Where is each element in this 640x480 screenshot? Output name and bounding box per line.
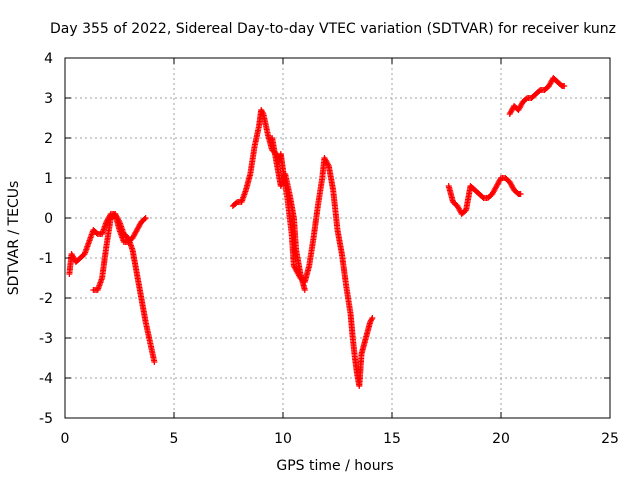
plot-frame <box>64 57 611 419</box>
data-point <box>301 287 308 293</box>
y-tick-label: 0 <box>44 211 53 227</box>
y-tick-label: 3 <box>44 91 53 107</box>
y-tick-label: -1 <box>39 251 53 267</box>
data-point <box>325 161 332 168</box>
x-tick-label: 5 <box>170 431 179 447</box>
data-point <box>151 359 158 365</box>
data-point <box>561 83 568 89</box>
y-tick-label: -5 <box>39 411 53 427</box>
data-point <box>517 191 524 197</box>
x-tick-label: 25 <box>601 431 619 447</box>
x-tick-label: 0 <box>61 431 70 447</box>
axis-ticks: 0 5 10 15 20 25 -5 -4 -3 -2 -1 0 1 2 3 4 <box>39 51 619 447</box>
x-tick-label: 20 <box>492 431 510 447</box>
data-point <box>259 109 266 116</box>
x-axis-label: GPS time / hours <box>276 458 393 474</box>
y-tick-label: 2 <box>44 131 53 147</box>
x-tick-label: 10 <box>274 431 292 447</box>
y-tick-label: -3 <box>39 331 53 347</box>
x-tick-label: 15 <box>383 431 401 447</box>
y-tick-label: 1 <box>44 171 53 187</box>
grid-lines <box>65 58 610 418</box>
y-tick-label: 4 <box>44 51 53 67</box>
data-point <box>368 316 375 323</box>
data-point <box>369 315 376 321</box>
data-point <box>141 216 148 222</box>
y-axis-label: SDTVAR / TECUs <box>6 181 22 296</box>
data-points <box>66 75 568 389</box>
chart-title: Day 355 of 2022, Sidereal Day-to-day VTE… <box>50 21 616 37</box>
y-tick-label: -2 <box>39 291 53 307</box>
y-tick-label: -4 <box>39 371 53 387</box>
data-point <box>142 215 149 221</box>
